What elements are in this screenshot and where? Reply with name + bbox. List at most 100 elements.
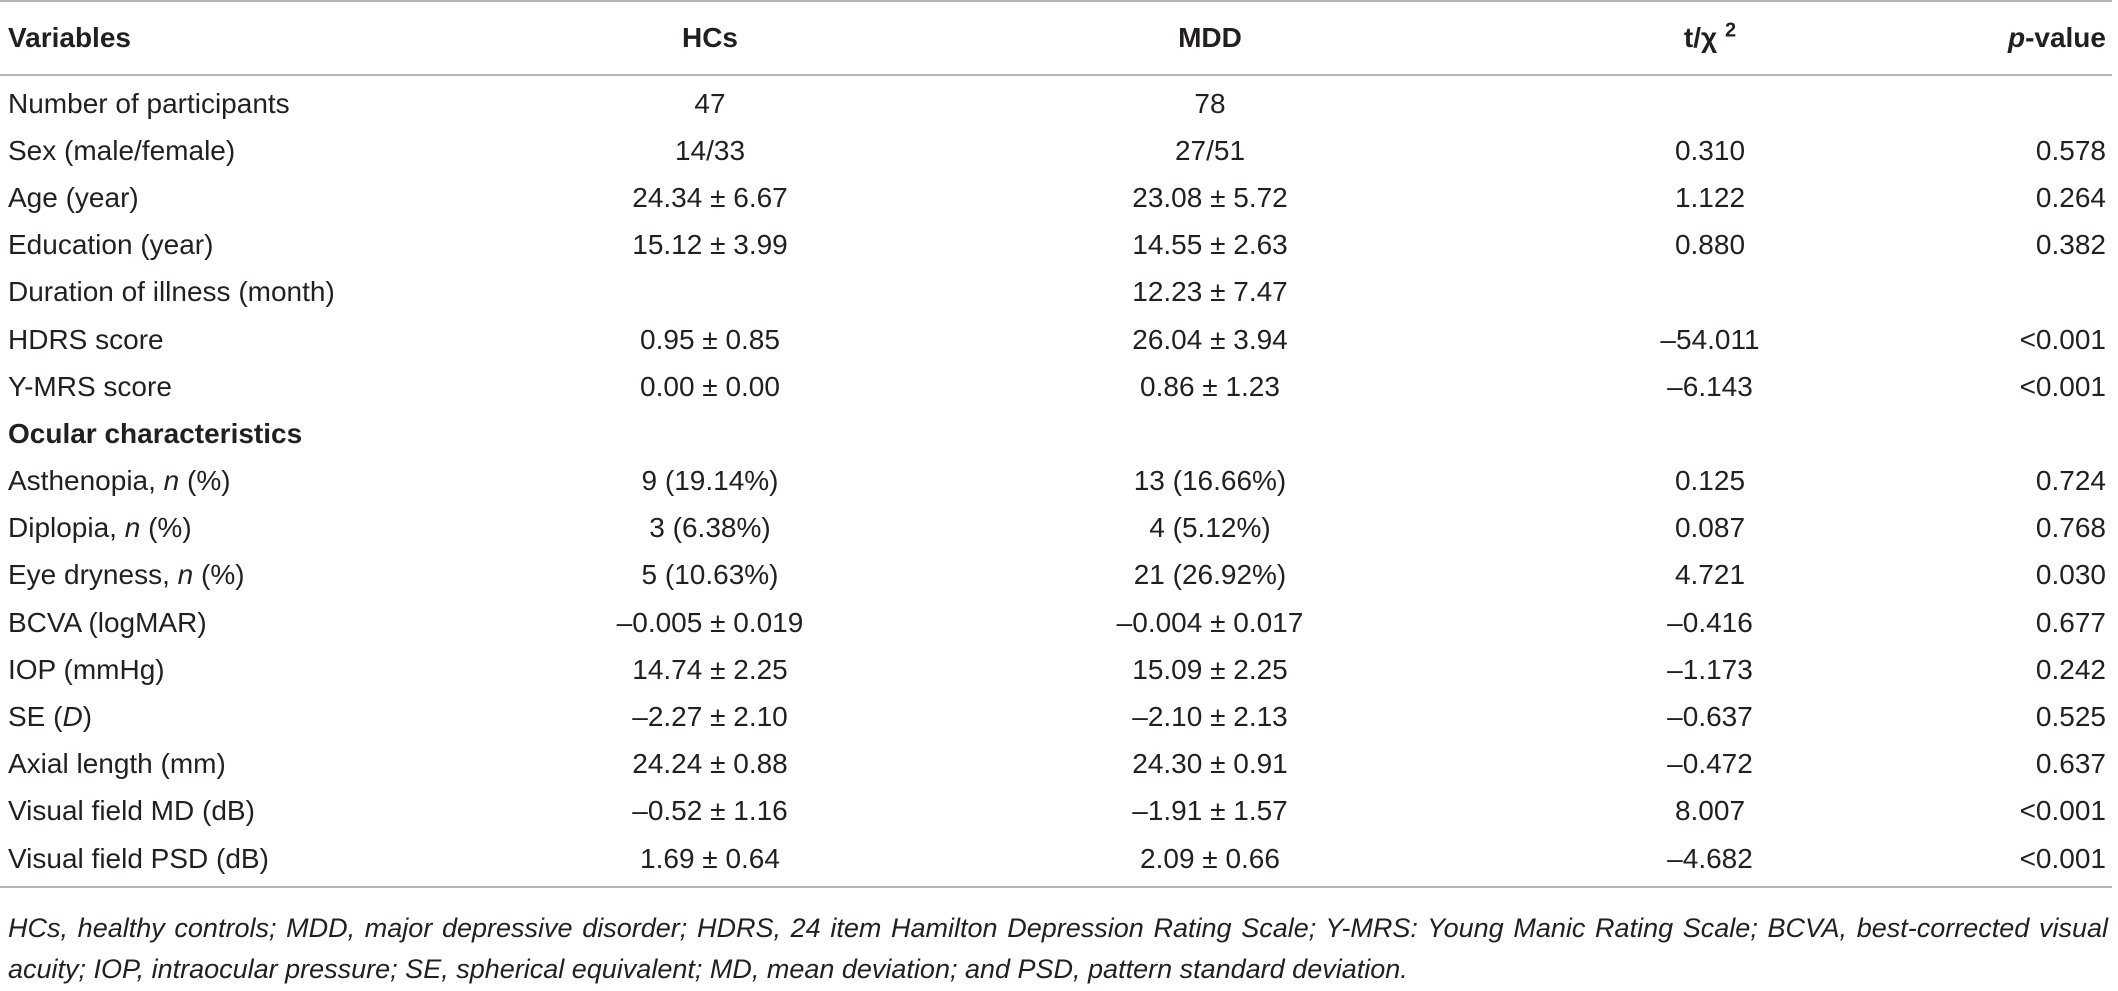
section-heading: Ocular characteristics [8, 417, 303, 449]
cell-mdd: 24.30 ± 0.91 [1132, 748, 1288, 780]
table-row: IOP (mmHg) 14.74 ± 2.25 15.09 ± 2.25 –1.173… [0, 646, 2112, 693]
cell-hcs: 14/33 [674, 134, 746, 166]
table-row: Visual field PSD (dB) 1.69 ± 0.64 2.09 ± 0… [0, 835, 2112, 888]
cell-mdd: 4 (5.12%) [1149, 512, 1271, 544]
cell-variable: Asthenopia, n (%) [0, 458, 460, 505]
data-table: Variables HCs MDD t/χ 2 p-value Number o… [0, 1, 2112, 888]
variable-label: Visual field MD (dB) [8, 795, 255, 827]
cell-mdd: –1.91 ± 1.57 [1132, 795, 1288, 827]
cell-p-value: 0.242 [2035, 653, 2106, 685]
cell-p-value [1960, 269, 2112, 316]
cell-statistic: 1.122 [1674, 181, 1746, 213]
cell-variable: IOP (mmHg) [0, 646, 460, 693]
cell-p-value: 0.264 [2035, 181, 2106, 213]
cell-statistic: 0.125 [1674, 465, 1746, 497]
cell-hcs [460, 269, 960, 316]
variable-label: IOP (mmHg) [8, 653, 165, 685]
header-variables: Variables [8, 22, 131, 53]
variable-label: SE ( [8, 701, 63, 733]
cell-statistic: –0.472 [1667, 748, 1753, 780]
variable-label-italic: n [177, 559, 194, 591]
cell-statistic: 0.880 [1674, 229, 1746, 261]
cell-variable: HDRS score [0, 316, 460, 363]
table-row: Sex (male/female) 14/33 27/51 0.310 0.578 [0, 127, 2112, 174]
cell-hcs: –2.27 ± 2.10 [632, 701, 788, 733]
header-hcs: HCs [681, 22, 738, 53]
cell-statistic: –54.011 [1660, 323, 1760, 355]
cell-hcs: 24.34 ± 6.67 [632, 181, 788, 213]
variable-label: Sex (male/female) [8, 134, 236, 166]
header-p-italic: p [2007, 22, 2026, 53]
cell-hcs: –0.52 ± 1.16 [632, 795, 788, 827]
variable-label-suffix: (%) [179, 465, 231, 497]
table-footnote: HCs, healthy controls; MDD, major depres… [8, 913, 2108, 984]
cell-mdd: 14.55 ± 2.63 [1132, 229, 1288, 261]
cell-hcs: 5 (10.63%) [641, 559, 779, 591]
variable-label-suffix: (%) [193, 559, 245, 591]
variable-label-italic: D [62, 701, 83, 733]
table-row: Education (year) 15.12 ± 3.99 14.55 ± 2.63… [0, 222, 2112, 269]
cell-p-value: 0.637 [2035, 748, 2106, 780]
cell-variable: Age (year) [0, 174, 460, 221]
variable-label-italic: n [124, 512, 141, 544]
cell-variable: Sex (male/female) [0, 127, 460, 174]
cell-statistic [1460, 269, 1960, 316]
section-row: Ocular characteristics [0, 410, 2112, 457]
table-row: Asthenopia, n (%) 9 (19.14%) 13 (16.66%) 0.… [0, 458, 2112, 505]
cell-mdd: –2.10 ± 2.13 [1132, 701, 1288, 733]
variable-label: Number of participants [8, 87, 290, 119]
cell-mdd: 78 [1194, 87, 1226, 119]
cell-variable: Eye dryness, n (%) [0, 552, 460, 599]
cell-statistic: 8.007 [1674, 795, 1746, 827]
cell-statistic: 0.310 [1674, 134, 1746, 166]
header-row: Variables HCs MDD t/χ 2 p-value [0, 1, 2112, 75]
cell-mdd: 12.23 ± 7.47 [1132, 276, 1288, 308]
table-row: Duration of illness (month) 12.23 ± 7.47 [0, 269, 2112, 316]
table-row: BCVA (logMAR) –0.005 ± 0.019 –0.004 ± 0.01… [0, 599, 2112, 646]
variable-label-suffix: (%) [140, 512, 192, 544]
cell-p-value: 0.525 [2035, 701, 2106, 733]
cell-hcs: 1.69 ± 0.64 [640, 842, 780, 874]
cell-p-value: <0.001 [2019, 323, 2106, 355]
header-statistic: t/χ 2 [1460, 1, 1960, 75]
table-header: Variables HCs MDD t/χ 2 p-value [0, 1, 2112, 75]
table-row: Age (year) 24.34 ± 6.67 23.08 ± 5.72 1.122 0… [0, 174, 2112, 221]
cell-mdd: 13 (16.66%) [1133, 465, 1287, 497]
variable-label: Visual field PSD (dB) [8, 842, 269, 874]
variable-label: Diplopia, [8, 512, 125, 544]
variable-label: Asthenopia, [8, 465, 164, 497]
variable-label-italic: n [163, 465, 180, 497]
cell-statistic: 4.721 [1674, 559, 1746, 591]
cell-mdd: 2.09 ± 0.66 [1140, 842, 1280, 874]
cell-p-value: <0.001 [2019, 842, 2106, 874]
variable-label: Duration of illness (month) [8, 276, 335, 308]
cell-hcs: 24.24 ± 0.88 [632, 748, 788, 780]
header-p-value: p-value [1960, 1, 2112, 75]
cell-p-value: 0.382 [2035, 229, 2106, 261]
cell-p-value: 0.578 [2035, 134, 2106, 166]
cell-variable: Axial length (mm) [0, 741, 460, 788]
variable-label: Age (year) [8, 181, 139, 213]
cell-mdd: 27/51 [1174, 134, 1246, 166]
cell-statistic: –6.143 [1667, 370, 1753, 402]
cell-p-value: 0.724 [2035, 465, 2106, 497]
cell-variable: BCVA (logMAR) [0, 599, 460, 646]
cell-p-value: <0.001 [2019, 370, 2106, 402]
cell-mdd: 15.09 ± 2.25 [1132, 653, 1288, 685]
cell-variable: Visual field PSD (dB) [0, 835, 460, 887]
table-body: Number of participants 47 78 Sex (male/fema… [0, 75, 2112, 888]
variable-label: HDRS score [8, 323, 164, 355]
cell-mdd: –0.004 ± 0.017 [1116, 606, 1304, 638]
table-row: Visual field MD (dB) –0.52 ± 1.16 –1.91 ± … [0, 788, 2112, 835]
cell-variable: SE (D) [0, 693, 460, 740]
cell-hcs: 3 (6.38%) [649, 512, 771, 544]
cell-p-value [1960, 75, 2112, 127]
cell-statistic: –1.173 [1667, 653, 1753, 685]
variable-label-suffix: ) [82, 701, 93, 733]
cell-hcs: 47 [694, 87, 726, 119]
cell-p-value: <0.001 [2019, 795, 2106, 827]
cell-hcs: 9 (19.14%) [641, 465, 779, 497]
cell-p-value: 0.677 [2035, 606, 2106, 638]
table-row: SE (D) –2.27 ± 2.10 –2.10 ± 2.13 –0.637 0.52… [0, 693, 2112, 740]
